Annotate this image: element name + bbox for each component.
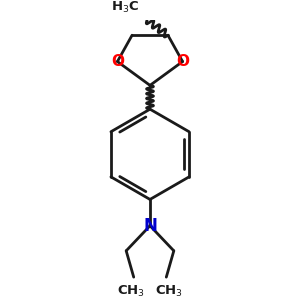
Text: O: O: [176, 54, 189, 69]
Text: CH$_3$: CH$_3$: [117, 284, 145, 298]
Text: O: O: [111, 54, 124, 69]
Text: H$_3$C: H$_3$C: [111, 0, 139, 15]
Text: CH$_3$: CH$_3$: [155, 284, 183, 298]
Text: N: N: [143, 217, 157, 235]
